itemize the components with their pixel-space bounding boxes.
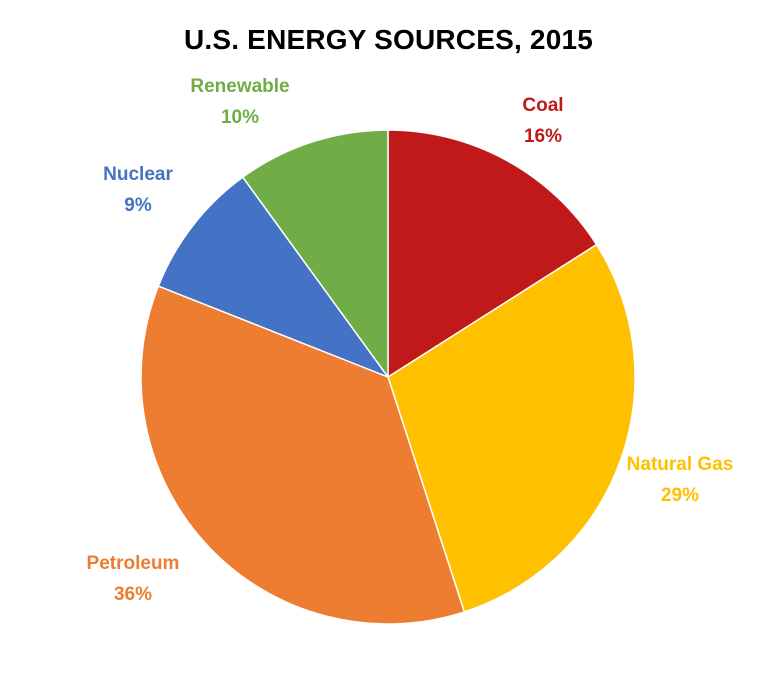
pie-slice-petroleum <box>140 285 466 625</box>
slice-label-petroleum: Petroleum <box>87 553 180 574</box>
slice-value-renewable: 10% <box>221 107 259 128</box>
pie-slice-natural-gas <box>387 243 636 613</box>
slice-label-coal: Coal <box>522 95 563 116</box>
chart-title: U.S. ENERGY SOURCES, 2015 <box>183 24 594 55</box>
slice-label-renewable: Renewable <box>190 76 289 97</box>
slice-value-natural-gas: 29% <box>661 485 699 506</box>
slice-value-coal: 16% <box>524 126 562 147</box>
slice-value-nuclear: 9% <box>124 195 152 216</box>
slice-value-petroleum: 36% <box>114 584 152 605</box>
slice-label-natural-gas: Natural Gas <box>627 454 734 475</box>
pie-slice-coal <box>387 129 598 378</box>
pie-slice-nuclear <box>157 176 389 378</box>
pie-slice-renewable <box>242 129 389 378</box>
slice-label-nuclear: Nuclear <box>103 164 173 185</box>
